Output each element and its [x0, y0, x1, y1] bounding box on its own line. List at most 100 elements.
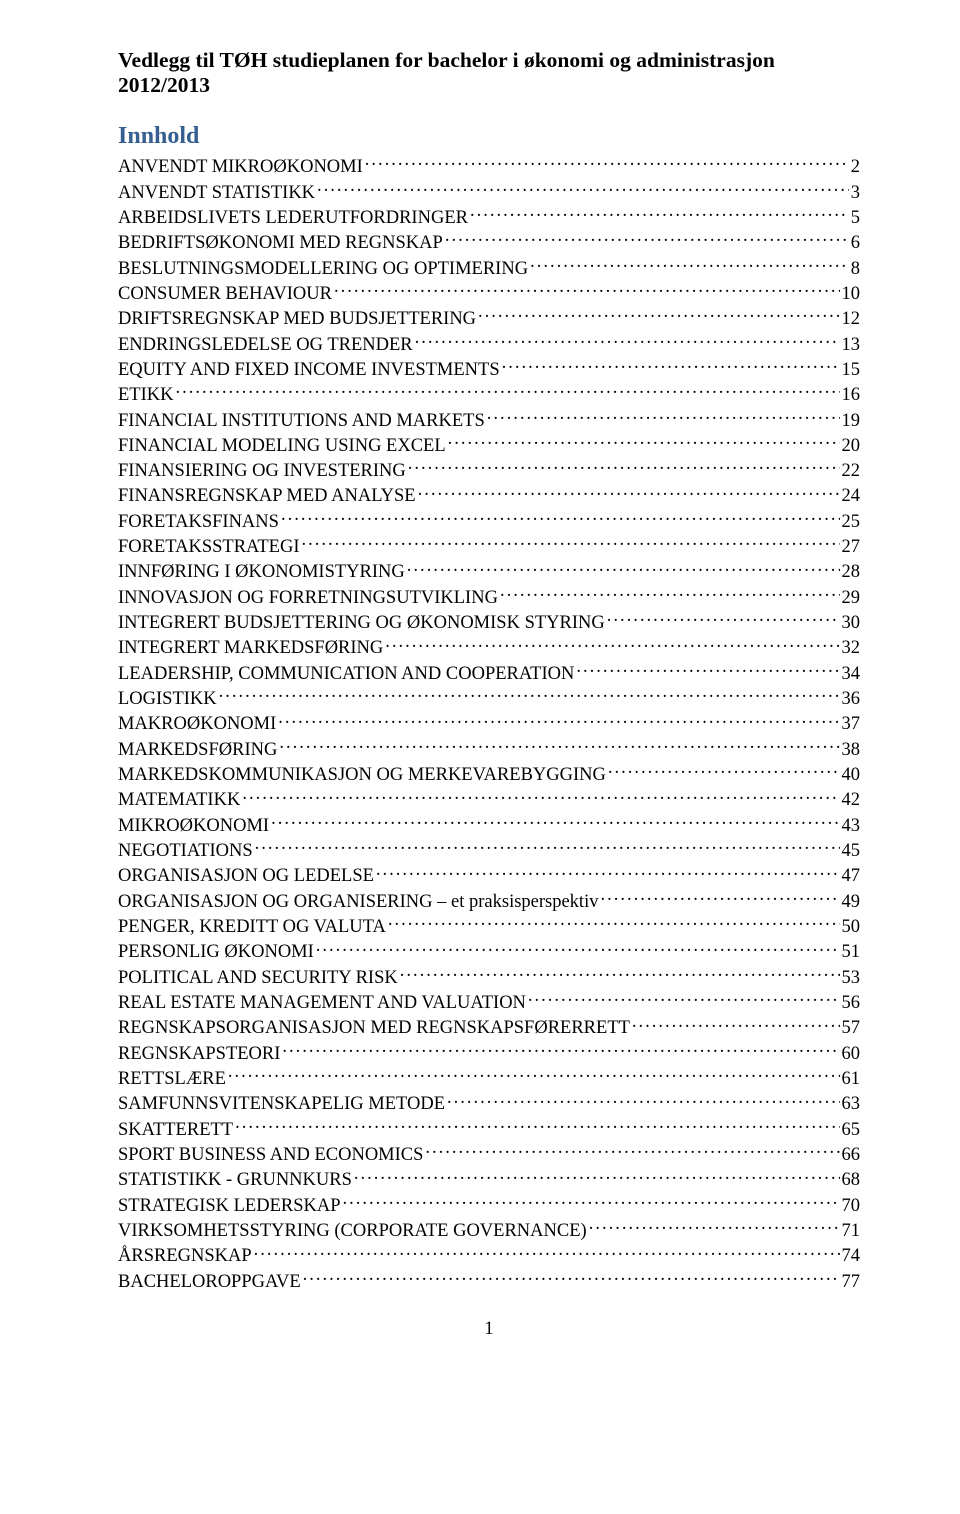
- toc-entry-page[interactable]: 49: [842, 892, 861, 914]
- toc-entry-page[interactable]: 74: [842, 1246, 861, 1268]
- toc-entry-label[interactable]: ARBEIDSLIVETS LEDERUTFORDRINGER: [118, 208, 468, 230]
- toc-entry-label[interactable]: FINANSIERING OG INVESTERING: [118, 461, 406, 483]
- toc-entry-page[interactable]: 20: [842, 436, 861, 458]
- toc-entry-label[interactable]: INNFØRING I ØKONOMISTYRING: [118, 562, 405, 584]
- toc-entry-label[interactable]: ANVENDT STATISTIKK: [118, 183, 315, 205]
- toc-entry-label[interactable]: CONSUMER BEHAVIOUR: [118, 284, 332, 306]
- toc-entry-label[interactable]: FORETAKSFINANS: [118, 512, 279, 534]
- toc-entry-page[interactable]: 3: [851, 183, 860, 205]
- toc-entry-label[interactable]: BEDRIFTSØKONOMI MED REGNSKAP: [118, 233, 443, 255]
- toc-entry-page[interactable]: 22: [842, 461, 861, 483]
- toc-entry-page[interactable]: 56: [842, 993, 861, 1015]
- toc-entry-page[interactable]: 42: [842, 790, 861, 812]
- toc-entry-page[interactable]: 63: [842, 1094, 861, 1116]
- toc-entry-label[interactable]: ETIKK: [118, 385, 173, 407]
- toc-entry-page[interactable]: 19: [842, 411, 861, 433]
- toc-entry-page[interactable]: 60: [842, 1044, 861, 1066]
- toc-entry-page[interactable]: 70: [842, 1196, 861, 1218]
- toc-entry-page[interactable]: 16: [842, 385, 861, 407]
- toc-entry-label[interactable]: INNOVASJON OG FORRETNINGSUTVIKLING: [118, 588, 498, 610]
- toc-entry: INTEGRERT BUDSJETTERING OG ØKONOMISK STY…: [118, 610, 860, 635]
- toc-entry-page[interactable]: 40: [842, 765, 861, 787]
- toc-entry-page[interactable]: 30: [842, 613, 861, 635]
- toc-entry-label[interactable]: MARKEDSFØRING: [118, 740, 277, 762]
- toc-entry-page[interactable]: 28: [842, 562, 861, 584]
- toc-entry-page[interactable]: 13: [842, 335, 861, 357]
- toc-leader-dots: [448, 432, 840, 451]
- toc-entry: LEADERSHIP, COMMUNICATION AND COOPERATIO…: [118, 660, 860, 685]
- toc-entry: ETIKK 16: [118, 382, 860, 407]
- toc-entry-label[interactable]: BESLUTNINGSMODELLERING OG OPTIMERING: [118, 259, 528, 281]
- toc-entry-page[interactable]: 43: [842, 816, 861, 838]
- toc-entry-page[interactable]: 5: [851, 208, 860, 230]
- toc-entry-label[interactable]: ÅRSREGNSKAP: [118, 1246, 252, 1268]
- toc-entry-label[interactable]: FORETAKSSTRATEGI: [118, 537, 299, 559]
- toc-entry-page[interactable]: 47: [842, 866, 861, 888]
- toc-entry-page[interactable]: 71: [842, 1221, 861, 1243]
- toc-entry-page[interactable]: 27: [842, 537, 861, 559]
- toc-entry-page[interactable]: 10: [842, 284, 861, 306]
- toc-leader-dots: [415, 331, 840, 350]
- toc-entry-label[interactable]: STRATEGISK LEDERSKAP: [118, 1196, 341, 1218]
- toc-entry-label[interactable]: MAKROØKONOMI: [118, 714, 276, 736]
- toc-entry-page[interactable]: 12: [842, 309, 861, 331]
- toc-entry-label[interactable]: VIRKSOMHETSSTYRING (CORPORATE GOVERNANCE…: [118, 1221, 587, 1243]
- toc-entry-page[interactable]: 24: [842, 486, 861, 508]
- toc-entry-page[interactable]: 45: [842, 841, 861, 863]
- toc-entry-label[interactable]: REAL ESTATE MANAGEMENT AND VALUATION: [118, 993, 526, 1015]
- toc-entry-label[interactable]: FINANSREGNSKAP MED ANALYSE: [118, 486, 416, 508]
- toc-entry-label[interactable]: DRIFTSREGNSKAP MED BUDSJETTERING: [118, 309, 476, 331]
- toc-entry-page[interactable]: 29: [842, 588, 861, 610]
- toc-entry-label[interactable]: SPORT BUSINESS AND ECONOMICS: [118, 1145, 423, 1167]
- toc-entry-page[interactable]: 68: [842, 1170, 861, 1192]
- toc-entry-label[interactable]: REGNSKAPSORGANISASJON MED REGNSKAPSFØRER…: [118, 1018, 630, 1040]
- toc-entry: INNFØRING I ØKONOMISTYRING 28: [118, 559, 860, 584]
- toc-entry-label[interactable]: ENDRINGSLEDELSE OG TRENDER: [118, 335, 413, 357]
- toc-entry-page[interactable]: 34: [842, 664, 861, 686]
- toc-entry-page[interactable]: 37: [842, 714, 861, 736]
- toc-entry-page[interactable]: 51: [842, 942, 861, 964]
- toc-entry-page[interactable]: 6: [851, 233, 860, 255]
- toc-entry-label[interactable]: LEADERSHIP, COMMUNICATION AND COOPERATIO…: [118, 664, 574, 686]
- toc-entry-label[interactable]: EQUITY AND FIXED INCOME INVESTMENTS: [118, 360, 500, 382]
- toc-entry-label[interactable]: STATISTIKK - GRUNNKURS: [118, 1170, 352, 1192]
- toc-entry-page[interactable]: 65: [842, 1120, 861, 1142]
- toc-entry-page[interactable]: 61: [842, 1069, 861, 1091]
- toc-entry-label[interactable]: INTEGRERT BUDSJETTERING OG ØKONOMISK STY…: [118, 613, 605, 635]
- toc-entry: VIRKSOMHETSSTYRING (CORPORATE GOVERNANCE…: [118, 1218, 860, 1243]
- toc-entry-label[interactable]: NEGOTIATIONS: [118, 841, 253, 863]
- toc-entry-page[interactable]: 50: [842, 917, 861, 939]
- toc-entry-page[interactable]: 15: [842, 360, 861, 382]
- toc-entry-label[interactable]: FINANCIAL MODELING USING EXCEL: [118, 436, 446, 458]
- toc-entry: BESLUTNINGSMODELLERING OG OPTIMERING 8: [118, 255, 860, 280]
- toc-entry-label[interactable]: ORGANISASJON OG LEDELSE: [118, 866, 374, 888]
- toc-entry-label[interactable]: INTEGRERT MARKEDSFØRING: [118, 638, 383, 660]
- toc-entry-page[interactable]: 38: [842, 740, 861, 762]
- toc-entry-page[interactable]: 2: [851, 157, 860, 179]
- toc-entry-label[interactable]: ANVENDT MIKROØKONOMI: [118, 157, 363, 179]
- toc-entry-label[interactable]: SKATTERETT: [118, 1120, 233, 1142]
- toc-entry-label[interactable]: POLITICAL AND SECURITY RISK: [118, 968, 398, 990]
- toc-entry-page[interactable]: 57: [842, 1018, 861, 1040]
- toc-entry: FINANSREGNSKAP MED ANALYSE 24: [118, 483, 860, 508]
- toc-entry-label[interactable]: MATEMATIKK: [118, 790, 240, 812]
- toc-entry-label[interactable]: SAMFUNNSVITENSKAPELIG METODE: [118, 1094, 445, 1116]
- toc-entry-page[interactable]: 77: [842, 1272, 861, 1294]
- toc-entry-label[interactable]: REGNSKAPSTEORI: [118, 1044, 280, 1066]
- toc-entry-page[interactable]: 36: [842, 689, 861, 711]
- toc-entry-label[interactable]: MIKROØKONOMI: [118, 816, 269, 838]
- toc-entry-page[interactable]: 32: [842, 638, 861, 660]
- toc-entry-label[interactable]: PERSONLIG ØKONOMI: [118, 942, 314, 964]
- toc-entry-label[interactable]: BACHELOROPPGAVE: [118, 1272, 301, 1294]
- toc-entry-page[interactable]: 53: [842, 968, 861, 990]
- toc-entry-page[interactable]: 66: [842, 1145, 861, 1167]
- toc-entry-label[interactable]: MARKEDSKOMMUNIKASJON OG MERKEVAREBYGGING: [118, 765, 606, 787]
- toc-entry-label[interactable]: PENGER, KREDITT OG VALUTA: [118, 917, 386, 939]
- toc-entry-label[interactable]: RETTSLÆRE: [118, 1069, 226, 1091]
- toc-entry-page[interactable]: 8: [851, 259, 860, 281]
- toc-leader-dots: [271, 812, 839, 831]
- toc-entry-page[interactable]: 25: [842, 512, 861, 534]
- toc-entry-label[interactable]: ORGANISASJON OG ORGANISERING – et praksi…: [118, 892, 598, 914]
- toc-entry-label[interactable]: LOGISTIKK: [118, 689, 217, 711]
- toc-entry-label[interactable]: FINANCIAL INSTITUTIONS AND MARKETS: [118, 411, 485, 433]
